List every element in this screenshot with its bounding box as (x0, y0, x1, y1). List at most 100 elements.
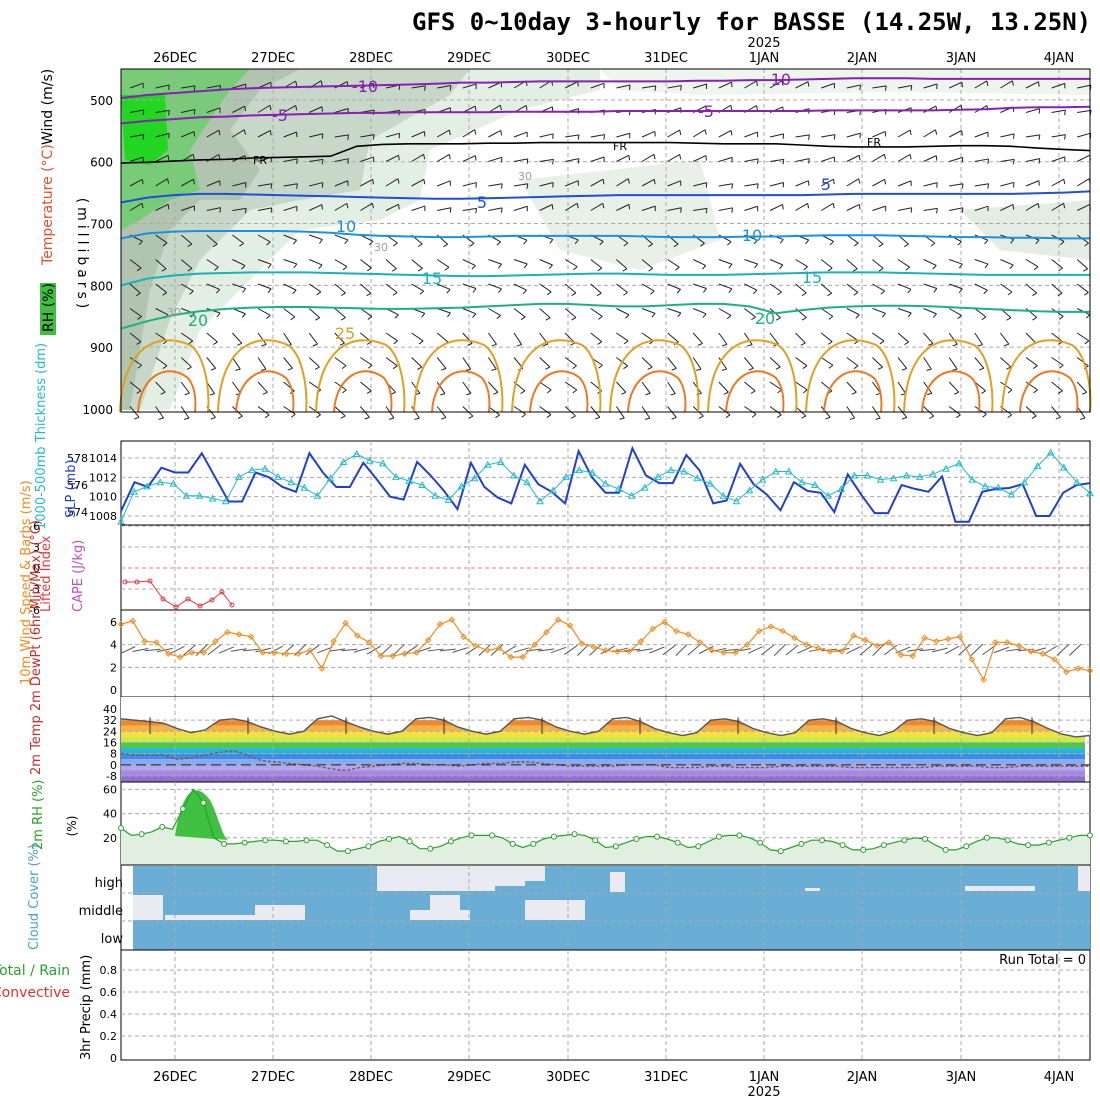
bottom-day-label: 1JAN (749, 1070, 780, 1085)
thickness-marker (195, 491, 204, 499)
upper-wind-barb-flag (474, 155, 477, 161)
upper-wind-barb-flag (654, 85, 657, 91)
thickness-marker (575, 466, 584, 474)
thickness-marker (405, 476, 413, 484)
upper-wind-barb (1025, 406, 1037, 417)
upper-wind-barb (155, 84, 170, 89)
upper-wind-barb-flag (750, 390, 756, 394)
wind-speed-marker (755, 627, 763, 635)
temp-mask (121, 697, 1090, 737)
upper-wind-barb (1051, 82, 1065, 89)
upper-wind-barb (360, 134, 375, 138)
precip-panel (120, 949, 1091, 1061)
upper-wind-barb-flag (414, 417, 420, 420)
upper-wind-barb-flag (368, 240, 374, 246)
rh-marker (901, 837, 908, 844)
upper-wind-barb (769, 406, 782, 416)
upper-wind-barb (1025, 180, 1040, 187)
upper-wind-barb-flag (981, 390, 986, 394)
upper-wind-barb (206, 259, 219, 268)
upper-wind-barb-flag (168, 110, 170, 116)
upper-wind-barb (129, 178, 143, 187)
upper-wind-barb-flag (417, 268, 423, 272)
upper-wind-barb-flag (210, 367, 216, 371)
upper-wind-barb-flag (731, 183, 734, 189)
upper-wind-barb-flag (1084, 242, 1089, 247)
middle-cloud-gap (525, 900, 585, 920)
upper-wind-barb-flag (987, 183, 990, 189)
precip-tick: 0.4 (100, 1008, 118, 1021)
upper-wind-barb (539, 133, 554, 138)
upper-wind-barb-flag (465, 368, 471, 371)
upper-wind-barb (334, 202, 348, 211)
upper-wind-barb-flag (875, 417, 881, 420)
lifted-index-marker (147, 578, 153, 584)
upper-wind-barb-flag (651, 313, 656, 318)
upper-wind-barb (181, 85, 196, 89)
upper-wind-barb (411, 259, 423, 269)
upper-wind-barb (692, 129, 706, 138)
upper-wind-barb-flag (910, 207, 913, 213)
upper-wind-barb-flag (909, 154, 912, 160)
upper-wind-barb (744, 158, 759, 162)
upper-wind-barb (821, 82, 835, 89)
upper-wind-barb (948, 81, 963, 89)
upper-wind-barb (590, 178, 604, 187)
upper-wind-barb-flag (523, 263, 528, 269)
rh-tick: 40 (103, 808, 117, 821)
upper-wind-barb-flag (266, 314, 271, 320)
upper-wind-barb-flag (1003, 343, 1010, 347)
upper-wind-barb-flag (878, 267, 884, 272)
top-day-label: 31DEC (644, 51, 688, 66)
upper-wind-barb-flag (933, 288, 938, 293)
upper-wind-barb-flag (705, 155, 707, 161)
upper-wind-barb (744, 131, 758, 138)
thickness-marker (431, 491, 440, 499)
upper-wind-barb (308, 204, 323, 211)
upper-wind-barb-flag (648, 267, 654, 272)
slp-tick: 1012 (89, 471, 117, 484)
upper-wind-barb-flag (926, 392, 933, 396)
precip-convective-label: Convective (0, 985, 70, 1001)
upper-wind-barb (232, 283, 246, 289)
upper-wind-barb (436, 332, 449, 343)
upper-wind-barb-flag (880, 290, 885, 295)
upper-wind-barb (283, 158, 298, 162)
contour-label: 30 (518, 170, 532, 183)
upper-wind-barb-flag (722, 343, 728, 347)
upper-wind-barb (232, 129, 245, 138)
surface-wind-barb (944, 645, 960, 655)
upper-wind-barb (846, 381, 857, 393)
upper-wind-barb-flag (748, 367, 754, 371)
upper-wind-barb-flag (801, 415, 807, 419)
upper-wind-barb-flag (986, 80, 989, 86)
upper-wind-barb-flag (622, 268, 628, 272)
rh-marker (633, 836, 640, 843)
wind-speed-marker (933, 638, 940, 645)
upper-wind-barb-flag (952, 343, 958, 347)
upper-wind-barb (129, 202, 143, 211)
upper-wind-barb-flag (599, 241, 604, 246)
upper-wind-barb (436, 153, 450, 162)
upper-wind-barb (1051, 283, 1063, 294)
wind-speed-marker (720, 649, 727, 656)
lifted-tick: -3 (29, 583, 40, 596)
upper-wind-barb-flag (364, 416, 370, 420)
upper-wind-barb (231, 381, 242, 394)
upper-wind-barb-flag (293, 263, 298, 269)
upper-wind-barb-flag (315, 317, 320, 321)
upper-wind-barb-flag (314, 366, 320, 370)
surface-wind-barb (919, 648, 936, 652)
upper-wind-barb-flag (1006, 366, 1012, 370)
contour-label: FR (253, 154, 267, 167)
temp-25-contour (707, 339, 798, 413)
upper-wind-barb-flag (141, 179, 144, 185)
upper-wind-barb-flag (645, 392, 651, 396)
wind-speed-marker (1027, 648, 1035, 655)
wind-speed-marker (909, 652, 916, 660)
upper-wind-barb (923, 357, 932, 370)
precip-tick: 0.6 (100, 986, 118, 999)
bottom-day-label: 28DEC (349, 1070, 393, 1085)
upper-wind-barb (539, 182, 554, 187)
rh-tick: 20 (103, 832, 117, 845)
